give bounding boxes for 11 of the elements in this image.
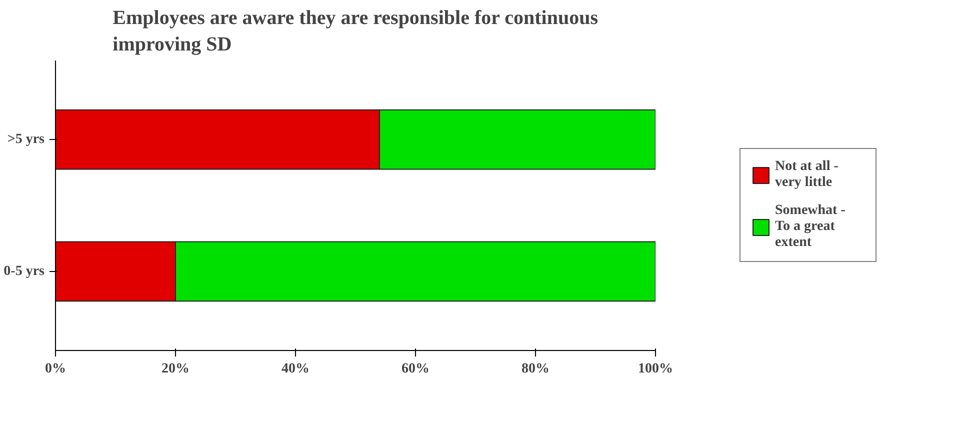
legend-label: Not at all - very little: [775, 159, 840, 191]
x-tick-label: 40%: [282, 362, 310, 376]
y-tick-label: 0-5 yrs: [4, 264, 46, 279]
x-tick-label: 100%: [638, 362, 673, 376]
chart-title: Employees are aware they are responsible for continuous improving SD: [112, 7, 598, 56]
legend-label: Somewhat - To a great extent: [775, 203, 846, 251]
x-tick-label: 80%: [522, 362, 550, 376]
x-tick-label: 0%: [45, 362, 66, 376]
x-tick-label: 60%: [402, 362, 430, 376]
x-tick-label: 20%: [162, 362, 190, 376]
y-tick-label: >5 yrs: [7, 132, 46, 148]
